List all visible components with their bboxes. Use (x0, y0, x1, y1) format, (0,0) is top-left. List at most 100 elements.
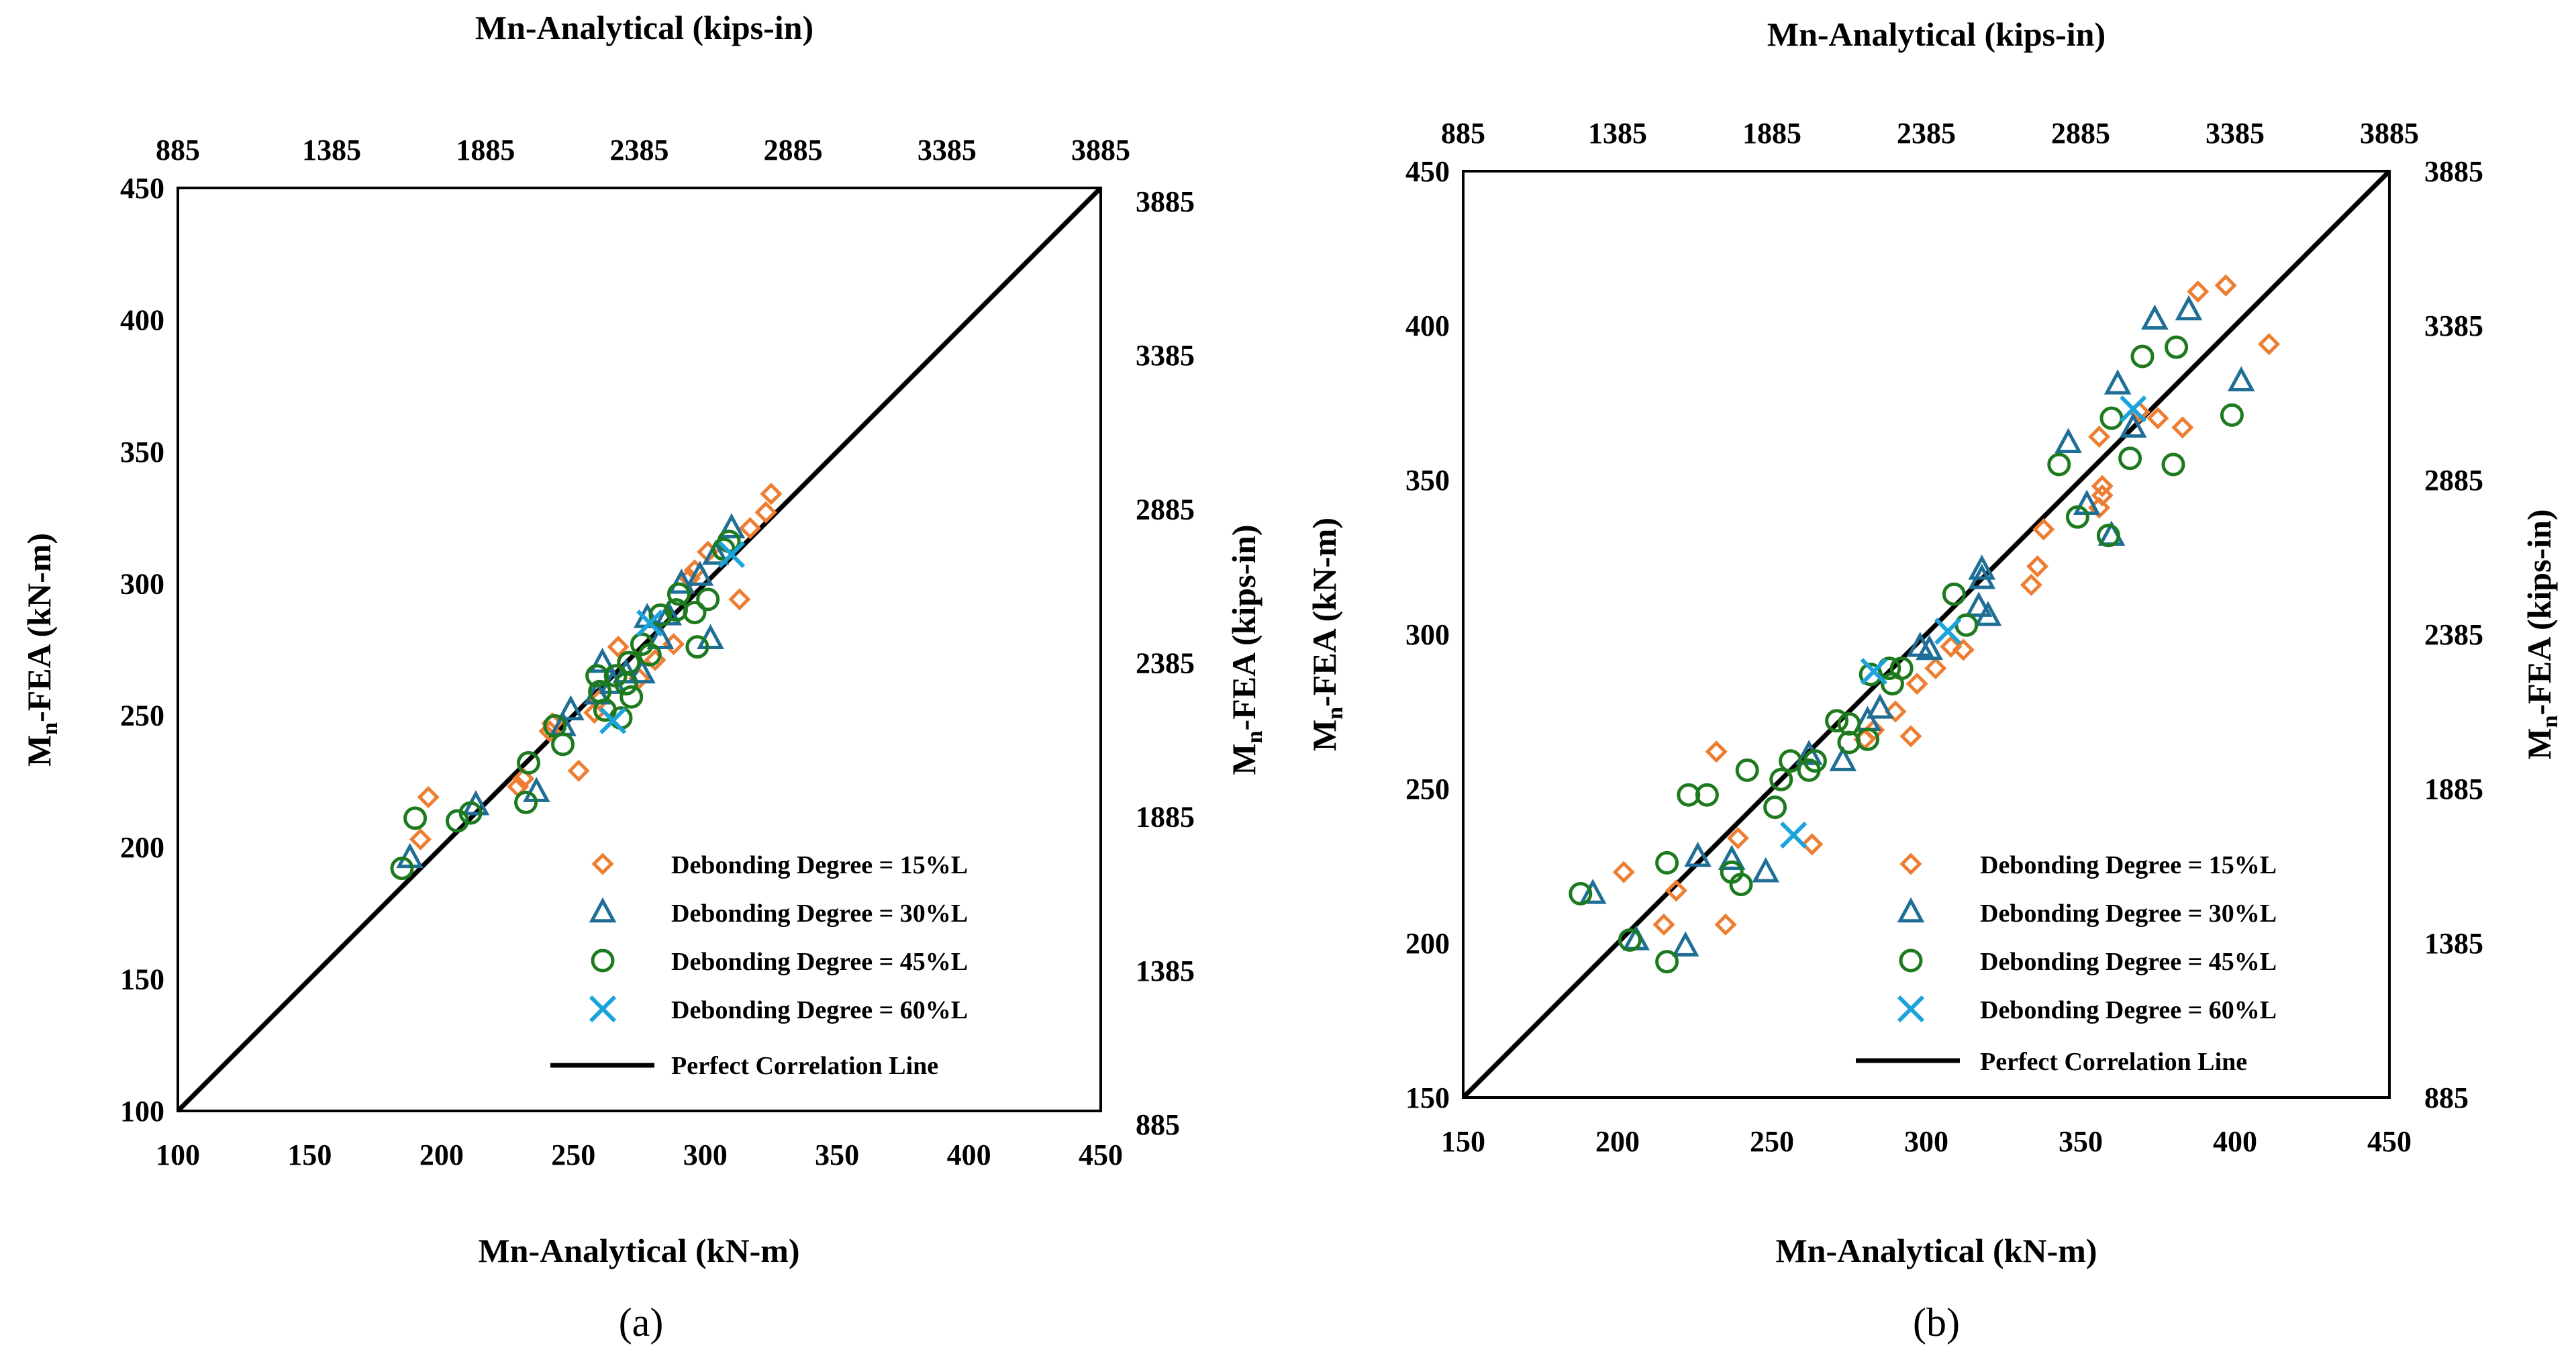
data-point (2026, 555, 2049, 578)
y-tick-label: 100 (120, 1095, 164, 1128)
data-point (1856, 727, 1880, 751)
x-tick-label: 100 (156, 1138, 200, 1171)
panel-label: (a) (619, 1300, 664, 1345)
top-tick-labels: 885 1385 1885 2385 2885 3385 3885 (156, 134, 1130, 166)
data-point (2175, 295, 2203, 321)
y-tick-label: 300 (120, 567, 164, 600)
data-points (1569, 274, 2281, 974)
x-tick-label: 200 (1595, 1125, 1640, 1158)
data-point (1652, 913, 1675, 936)
x2-tick-label: 1885 (1742, 117, 1801, 150)
legend-label-15: Debonding Degree = 15%L (671, 851, 968, 879)
y2-tick-label: 3385 (2424, 309, 2483, 342)
x2-tick-label: 3385 (918, 134, 977, 166)
data-point (2171, 416, 2194, 439)
data-point (697, 624, 724, 650)
data-point (1968, 554, 1996, 580)
data-point (646, 624, 675, 650)
y2-tick-label: 2885 (1136, 493, 1195, 526)
data-point (2130, 344, 2154, 369)
legend-marker (1899, 853, 1922, 875)
panel-a: Mn-Analytical (kips-in) 885 1385 1885 2385 2… (20, 9, 1267, 1345)
top-tick-labels: 885 1385 1885 2385 2885 3385 3885 (1441, 117, 2419, 150)
data-point (2227, 366, 2255, 392)
data-point (514, 790, 538, 814)
data-point (390, 857, 414, 881)
x-tick-label: 250 (1750, 1125, 1794, 1158)
legend-label-45: Debonding Degree = 45%L (671, 948, 968, 976)
legend-marker (1897, 897, 1925, 923)
data-point (2091, 475, 2114, 497)
data-point (2099, 406, 2124, 430)
left-axis-title: Mn-FEA (kN-m) (1305, 518, 1348, 751)
data-point (648, 603, 673, 627)
y2-tick-label: 885 (2424, 1081, 2469, 1114)
legend-label-45: Debonding Degree = 45%L (1980, 948, 2277, 976)
legend-label-line: Perfect Correlation Line (1980, 1048, 2247, 1076)
legend-markers (589, 853, 617, 1023)
y2-tick-label: 2385 (2424, 618, 2483, 651)
data-point (1916, 634, 1943, 661)
data-point (2161, 452, 2185, 477)
data-point (1889, 656, 1914, 681)
data-point (2187, 280, 2210, 303)
x-tick-label: 350 (2059, 1125, 2103, 1158)
legend-label-60: Debonding Degree = 60%L (671, 996, 968, 1024)
x2-tick-label: 2385 (610, 134, 669, 166)
legend-marker (589, 897, 617, 923)
data-point (2119, 412, 2147, 438)
data-point (738, 517, 762, 540)
data-point (607, 636, 630, 659)
x2-tick-label: 1885 (456, 134, 515, 166)
top-axis-title: Mn-Analytical (kips-in) (1767, 15, 2106, 53)
data-point (686, 561, 714, 586)
data-point (2165, 335, 2189, 359)
data-point (1618, 928, 1642, 952)
data-point (2103, 369, 2132, 395)
data-point (1612, 861, 1635, 883)
panel-label: (b) (1913, 1300, 1960, 1345)
data-point (717, 540, 746, 569)
legend-label-30: Debonding Degree = 30%L (671, 899, 968, 928)
data-point (1795, 740, 1823, 765)
x2-tick-label: 2885 (2051, 117, 2110, 150)
data-point (599, 707, 627, 734)
data-point (2091, 484, 2114, 507)
data-point (1974, 601, 2002, 626)
perfect-correlation-line (176, 186, 1103, 1113)
data-point (2020, 573, 2042, 596)
y-tick-label: 350 (120, 436, 164, 469)
data-point (1569, 881, 1593, 906)
data-point (2146, 407, 2169, 430)
y2-tick-label: 3885 (2424, 155, 2483, 188)
data-point (1860, 658, 1887, 685)
data-point (1863, 719, 1885, 742)
data-point (2032, 518, 2055, 541)
data-point (1940, 635, 1963, 658)
y2-tick-label: 1885 (1136, 801, 1195, 834)
y-tick-label: 450 (120, 172, 164, 205)
y2-tick-label: 1885 (2424, 773, 2483, 806)
data-point (1825, 709, 1849, 733)
y2-tick-label: 1385 (1136, 955, 1195, 987)
data-point (1779, 749, 1803, 773)
data-point (717, 513, 746, 539)
data-point (1726, 827, 1749, 850)
data-point (1684, 841, 1712, 867)
legend-marker (591, 853, 614, 875)
y-tick-label: 350 (1405, 464, 1450, 497)
right-tick-labels: 885 1385 1885 2385 2885 3385 3885 (2424, 155, 2483, 1114)
data-point (1718, 844, 1746, 871)
x2-tick-label: 2885 (764, 134, 823, 166)
data-point (2120, 395, 2147, 423)
x-tick-label: 150 (287, 1138, 332, 1171)
x-tick-label: 350 (815, 1138, 859, 1171)
left-tick-labels: 100 150 200 250 300 350 400 450 (120, 172, 164, 1128)
data-point (1924, 657, 1947, 680)
data-point (696, 587, 720, 612)
data-point (1695, 783, 1719, 807)
y2-tick-label: 3385 (1136, 339, 1195, 372)
data-point (1803, 749, 1827, 773)
data-point (1665, 879, 1687, 902)
right-axis-title: Mn-FEA (kips-in) (2520, 509, 2563, 759)
